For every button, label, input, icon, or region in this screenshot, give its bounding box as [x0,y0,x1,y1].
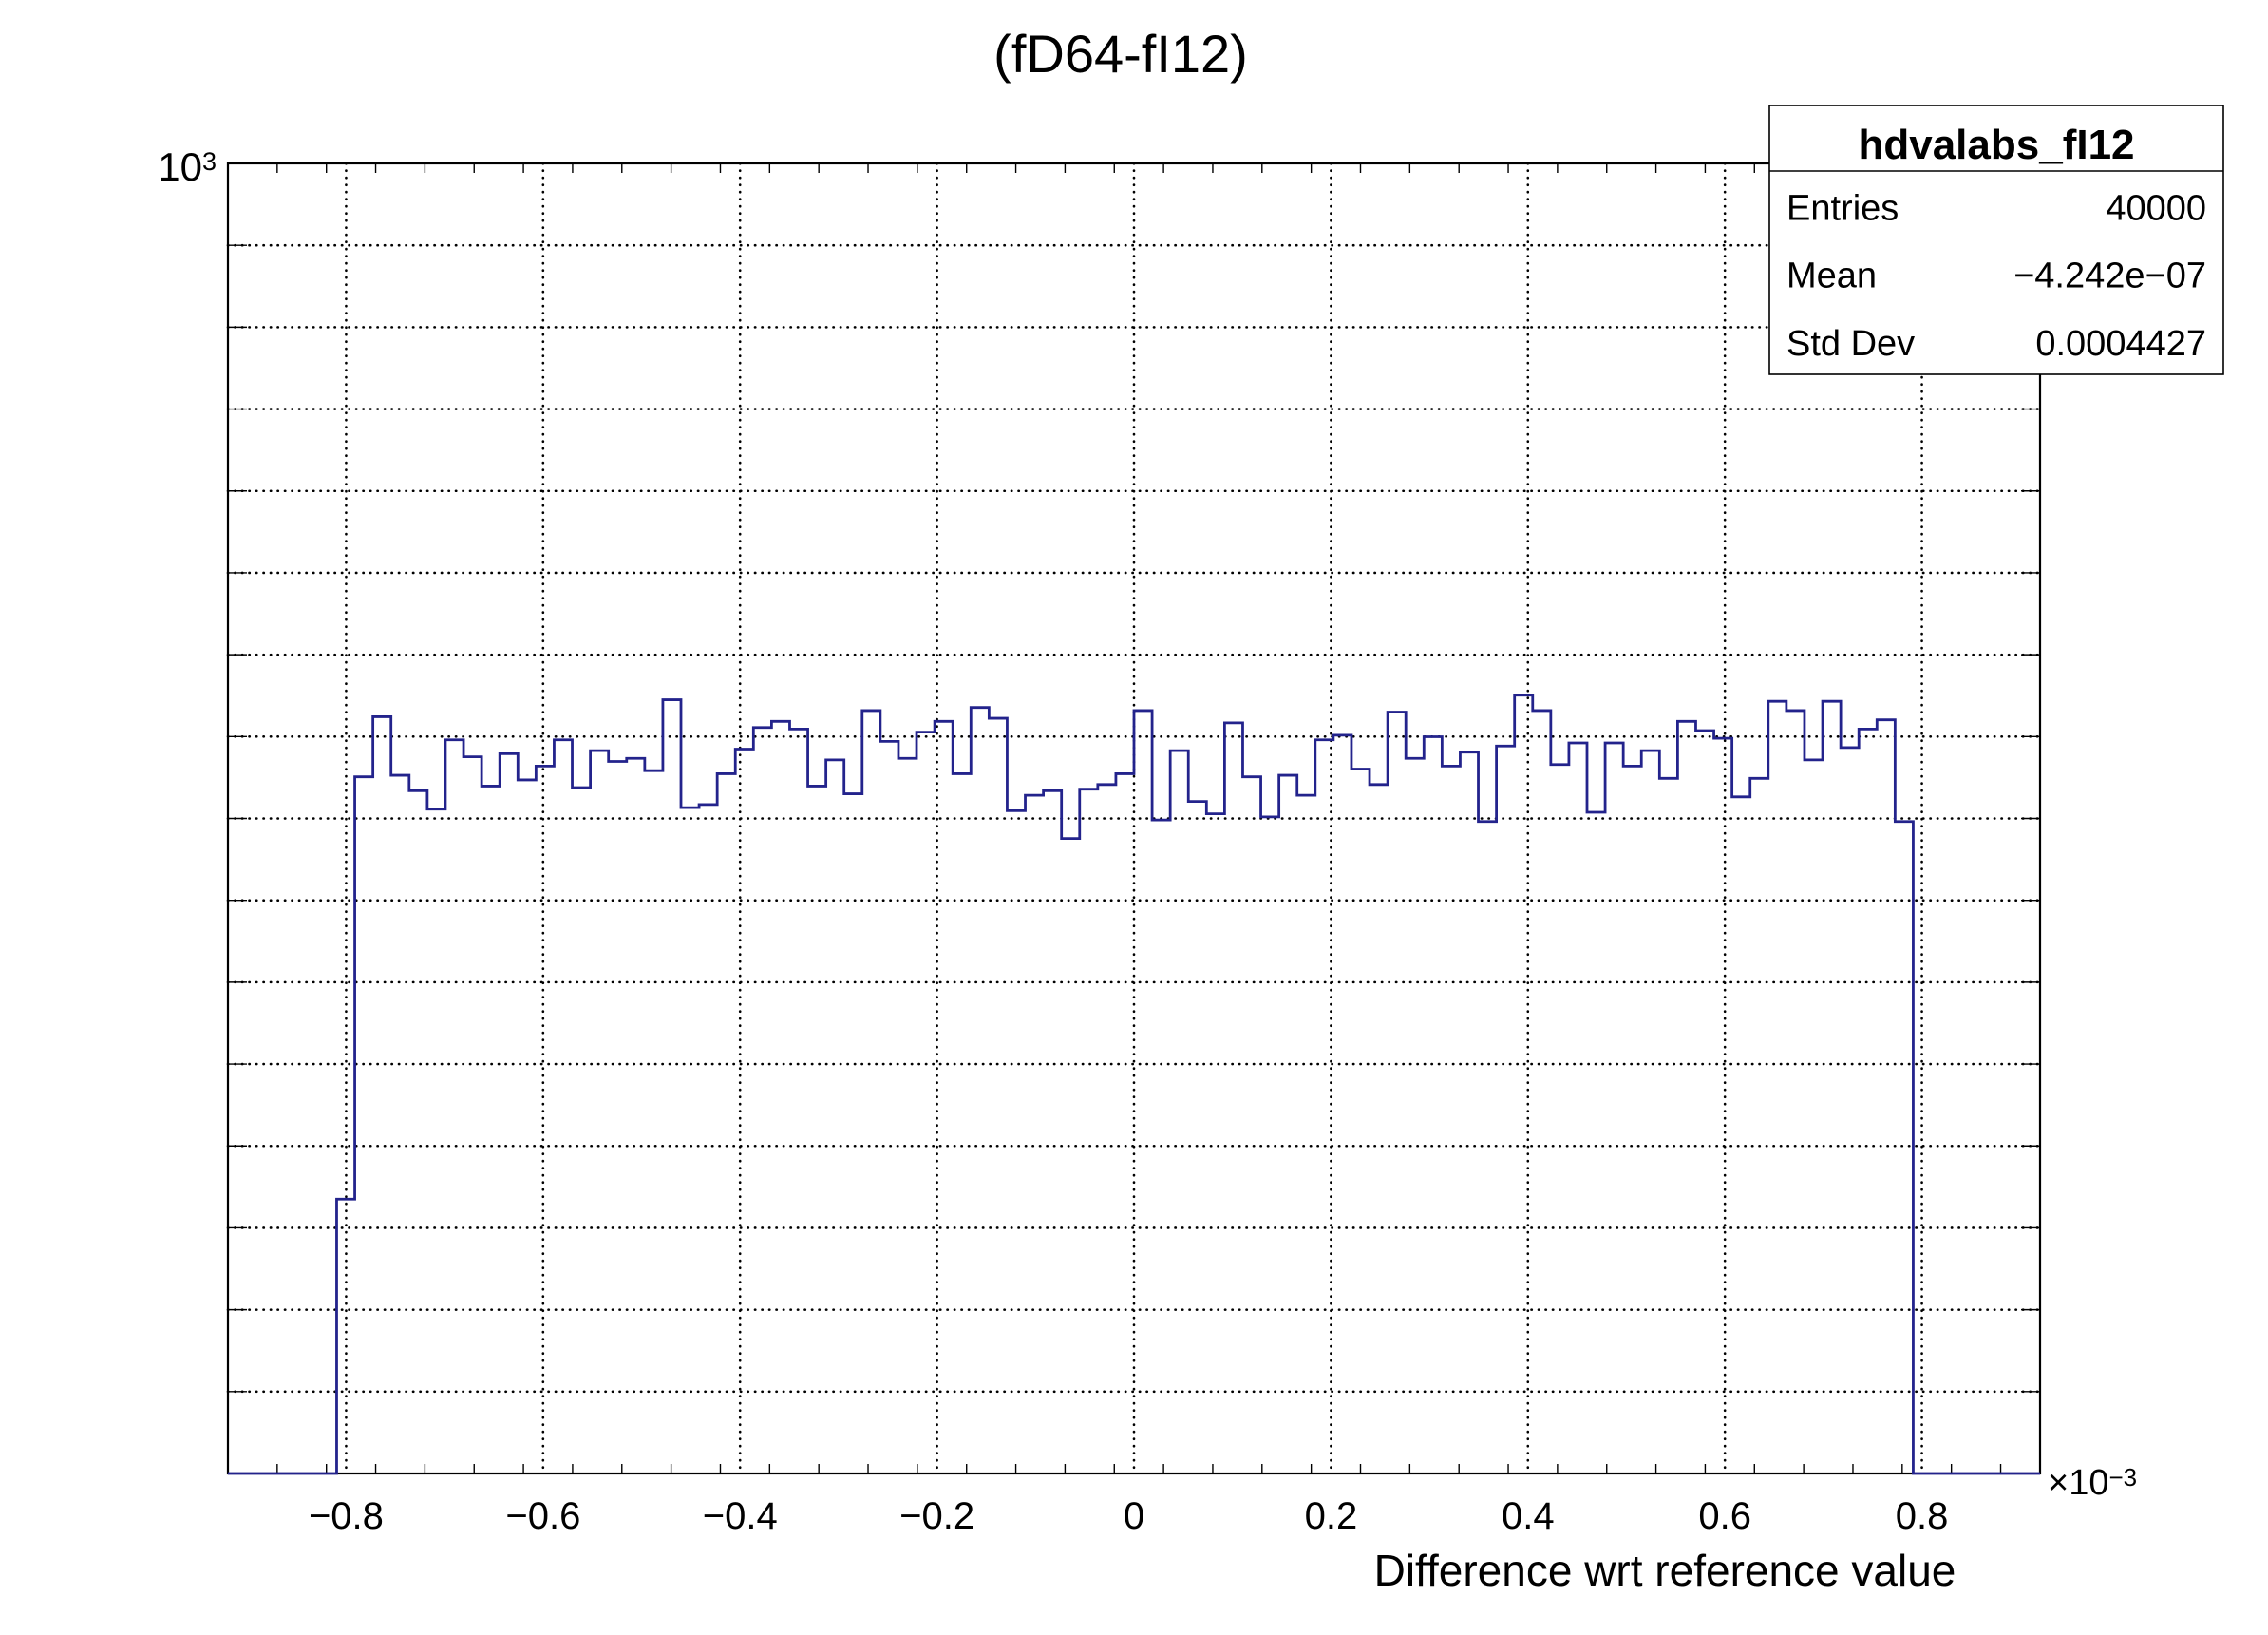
svg-text:Std Dev: Std Dev [1786,324,1915,364]
svg-text:−4.242e−07: −4.242e−07 [2013,257,2206,296]
svg-text:hdvalabs_fI12: hdvalabs_fI12 [1858,122,2134,168]
svg-text:0.0004427: 0.0004427 [2035,324,2206,364]
svg-text:Difference wrt reference value: Difference wrt reference value [1374,1546,1956,1595]
svg-text:−0.6: −0.6 [505,1495,580,1537]
svg-text:0.6: 0.6 [1698,1495,1751,1537]
svg-text:−0.2: −0.2 [899,1495,974,1537]
svg-text:0.2: 0.2 [1305,1495,1358,1537]
svg-text:0: 0 [1124,1495,1144,1537]
svg-text:40000: 40000 [2106,188,2206,228]
svg-text:(fD64-fI12): (fD64-fI12) [993,24,1248,84]
svg-text:Mean: Mean [1786,257,1877,296]
svg-text:0.8: 0.8 [1896,1495,1949,1537]
svg-text:−0.8: −0.8 [309,1495,384,1537]
svg-text:Entries: Entries [1786,188,1899,228]
svg-text:−0.4: −0.4 [703,1495,778,1537]
svg-text:0.4: 0.4 [1502,1495,1555,1537]
